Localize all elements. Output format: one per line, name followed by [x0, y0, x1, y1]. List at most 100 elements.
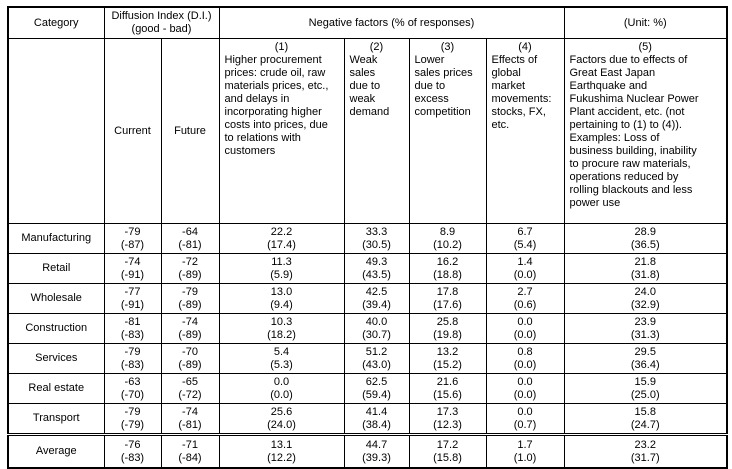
value-cell: 22.2 (17.4): [218, 223, 345, 254]
value-paren: (15.2): [433, 358, 462, 371]
value-cell: 29.5 (36.4): [563, 343, 728, 374]
value-main: 21.6: [436, 375, 459, 388]
value-paren: (59.4): [362, 388, 391, 401]
header-factor-1: (1) Higher procurement prices: crude oil…: [218, 38, 345, 224]
value-paren: (17.6): [433, 298, 462, 311]
header-factor-5: (5) Factors due to effects of Great East…: [563, 38, 728, 224]
value-paren: (38.4): [362, 418, 391, 431]
table-row: Retail -74 (-91) -72 (-89) 11.3 (5.9) 49.3 (43.5…: [7, 253, 728, 284]
value-cell: 15.8 (24.7): [563, 403, 728, 435]
value-cell: 21.6 (15.6): [408, 373, 487, 404]
row-category: Transport: [7, 403, 105, 435]
value-cell: -74 (-91): [103, 253, 162, 284]
value-paren: (-87): [120, 238, 145, 251]
value-paren: (36.4): [630, 358, 660, 371]
value-cell: -79 (-79): [103, 403, 162, 435]
row-category: Services: [7, 343, 105, 374]
value-main: 28.9: [634, 225, 656, 238]
value-main: 51.2: [365, 345, 388, 358]
value-cell: 16.2 (18.8): [408, 253, 487, 284]
value-paren: (10.2): [433, 238, 462, 251]
value-paren: (-91): [120, 298, 145, 311]
factor-description: Higher procurement prices: crude oil, ra…: [224, 54, 329, 157]
value-paren: (24.7): [630, 418, 660, 431]
factor-description: Effects of global market movements: stoc…: [491, 54, 552, 131]
value-cell: 24.0 (32.9): [563, 283, 728, 314]
value-main: 1.4: [517, 255, 533, 268]
value-main: -71: [182, 438, 198, 451]
value-main: -65: [182, 375, 198, 388]
diffusion-index-line2: (good - bad): [131, 23, 192, 35]
row-category: Construction: [7, 313, 105, 344]
value-main: -77: [124, 285, 141, 298]
value-paren: (-83): [120, 451, 145, 464]
value-cell: 0.0 (0.0): [485, 313, 565, 344]
value-cell: 13.0 (9.4): [218, 283, 345, 314]
header-negative-factors: Negative factors (% of responses): [218, 6, 565, 39]
table-row: Real estate -63 (-70) -65 (-72) 0.0 (0.0) 62.5(…: [7, 373, 728, 404]
value-main: -79: [124, 405, 141, 418]
value-cell: 49.3 (43.5): [343, 253, 410, 284]
value-paren: (17.4): [267, 238, 296, 251]
value-cell: -71 (-84): [160, 433, 220, 469]
value-paren: (-83): [120, 328, 145, 341]
value-paren: (0.0): [513, 268, 537, 281]
value-cell: 15.9 (25.0): [563, 373, 728, 404]
value-cell: 17.2 (15.8): [408, 433, 487, 469]
value-cell: 28.9 (36.5): [563, 223, 728, 254]
value-paren: (-89): [178, 328, 202, 341]
value-paren: (-89): [178, 358, 202, 371]
value-cell: -81 (-83): [103, 313, 162, 344]
value-main: -74: [124, 255, 141, 268]
value-cell: 8.9 (10.2): [408, 223, 487, 254]
value-main: -72: [182, 255, 198, 268]
value-paren: (5.4): [513, 238, 537, 251]
value-main: 0.0: [517, 375, 533, 388]
value-cell: 21.8 (31.8): [563, 253, 728, 284]
header-future: Future: [160, 38, 220, 224]
value-paren: (18.8): [433, 268, 462, 281]
value-paren: (0.0): [513, 388, 537, 401]
value-main: 29.5: [634, 345, 656, 358]
header-category-spacer: [7, 38, 105, 224]
value-cell: 6.7 (5.4): [485, 223, 565, 254]
value-cell: 25.8 (19.8): [408, 313, 487, 344]
value-paren: (-89): [178, 298, 202, 311]
value-paren: (12.2): [267, 451, 296, 464]
table-row: Wholesale -77 (-91) -79 (-89) 13.0 (9.4) 42.5 (3…: [7, 283, 728, 314]
table-body: Manufacturing -79 (-87) -64 (-81) 22.2 (17.4) 3…: [7, 223, 728, 469]
factor-description: Weak sales due to weak demand: [349, 54, 390, 118]
value-paren: (30.5): [362, 238, 391, 251]
value-paren: (-70): [120, 388, 145, 401]
diffusion-index-table: Category Diffusion Index (D.I.) (good - …: [7, 6, 728, 469]
value-main: 13.1: [270, 438, 293, 451]
value-cell: 42.5 (39.4): [343, 283, 410, 314]
value-paren: (15.8): [433, 451, 462, 464]
value-main: 17.3: [436, 405, 459, 418]
value-paren: (25.0): [630, 388, 660, 401]
row-category: Average: [7, 433, 105, 469]
value-cell: -79 (-83): [103, 343, 162, 374]
value-cell: 5.4 (5.3): [218, 343, 345, 374]
table-row: Services -79 (-83) -70 (-89) 5.4 (5.3) 51.2 (43.…: [7, 343, 728, 374]
row-category: Real estate: [7, 373, 105, 404]
value-paren: (-84): [178, 451, 202, 464]
value-cell: -74 (-81): [160, 403, 220, 435]
value-paren: (19.8): [433, 328, 462, 341]
header-factor-3: (3) Lower sales prices due to excess com…: [408, 38, 487, 224]
value-main: 13.2: [436, 345, 459, 358]
value-main: 5.4: [273, 345, 290, 358]
factor-number: (5): [638, 41, 652, 53]
value-main: 42.5: [365, 285, 388, 298]
value-paren: (0.0): [513, 328, 537, 341]
value-cell: 23.9 (31.3): [563, 313, 728, 344]
value-cell: 23.2 (31.7): [563, 433, 728, 469]
value-main: 17.8: [436, 285, 459, 298]
value-main: 25.6: [270, 405, 293, 418]
value-paren: (39.3): [362, 451, 391, 464]
value-paren: (-91): [120, 268, 145, 281]
value-main: -81: [124, 315, 141, 328]
value-paren: (5.9): [270, 268, 293, 281]
table-row: Average -76 (-83) -71 (-84) 13.1 (12.2) 44.7 (39…: [7, 433, 728, 469]
